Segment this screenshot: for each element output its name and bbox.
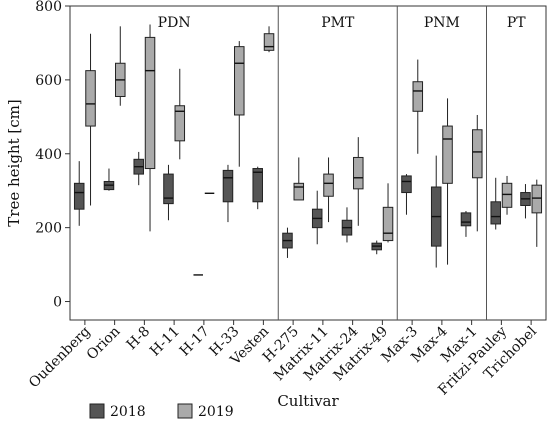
- box-2018-Trichobel: [520, 184, 531, 219]
- box-2019-H-8: [144, 24, 156, 232]
- y-axis-title: Tree height [cm]: [5, 99, 23, 226]
- box-body: [323, 173, 334, 197]
- legend-swatch: [177, 403, 193, 419]
- box-2018-H-275: [282, 227, 293, 258]
- box-2019-Oudenberg: [85, 33, 96, 206]
- box-2019-Matrix-24: [353, 137, 364, 226]
- box-2018-H-33: [222, 164, 234, 223]
- box-2019-Matrix-49: [382, 183, 394, 243]
- box-2019-Max-1: [472, 114, 483, 232]
- box-2019-Max-3: [412, 59, 424, 154]
- box-2018-Vesten: [252, 166, 263, 210]
- box-body: [490, 201, 501, 225]
- box-2019-Matrix-11: [323, 157, 334, 223]
- box-2019-H-11: [174, 68, 186, 160]
- box-2018-Max-1: [460, 211, 472, 237]
- panel-label: PT: [507, 15, 526, 31]
- box-body: [353, 156, 364, 190]
- box-body: [144, 36, 156, 170]
- panel-label: PNM: [424, 15, 460, 31]
- box-body: [442, 125, 453, 184]
- box-body: [73, 182, 85, 210]
- box-2018-Matrix-49: [371, 240, 382, 255]
- box-2019-H-275: [293, 157, 305, 201]
- box-2018-Max-3: [401, 174, 412, 215]
- x-tick-label: Orion: [84, 324, 124, 364]
- box-2019-Max-4: [442, 98, 453, 265]
- box-body: [163, 173, 174, 205]
- x-tick-label: Oudenberg: [26, 323, 94, 391]
- box-2019-H-33: [234, 41, 245, 167]
- box-body: [293, 182, 305, 201]
- legend-label: 2019: [198, 404, 234, 420]
- panel-label: PDN: [158, 15, 191, 31]
- box-body: [460, 212, 472, 227]
- box-2018-Matrix-24: [341, 207, 353, 243]
- box-body: [85, 70, 96, 127]
- y-tick-label: 400: [35, 147, 62, 163]
- box-body: [412, 81, 424, 112]
- box-2019-Fritzi-Pauley: [501, 175, 513, 215]
- box-body: [531, 184, 543, 214]
- panel-label: PMT: [321, 15, 355, 31]
- legend-swatch: [89, 403, 105, 419]
- box-body: [234, 46, 245, 116]
- box-body: [174, 105, 186, 142]
- x-axis-title: Cultivar: [277, 392, 339, 410]
- box-body: [472, 129, 483, 179]
- box-2018-Max-4: [430, 155, 442, 268]
- box-2018-Matrix-11: [311, 190, 323, 245]
- box-body: [252, 168, 263, 203]
- legend-label: 2018: [110, 404, 146, 420]
- y-tick-label: 200: [35, 221, 62, 237]
- x-tick-label: H-17: [177, 324, 213, 360]
- box-2019-Vesten: [263, 26, 275, 53]
- plot-frame: [69, 5, 547, 321]
- y-tick-label: 600: [35, 73, 62, 89]
- box-body: [401, 175, 412, 194]
- box-body: [263, 33, 275, 51]
- y-tick-label: 800: [35, 0, 62, 15]
- x-tick-label: H-11: [147, 324, 183, 360]
- box-2019-Trichobel: [531, 179, 543, 247]
- box-2018-H-11: [163, 164, 174, 221]
- box-2019-Orion: [115, 26, 126, 106]
- box-body: [501, 182, 513, 208]
- box-body: [382, 206, 394, 242]
- box-body: [222, 169, 234, 203]
- y-tick-label: 0: [53, 295, 62, 311]
- box-2018-H-8: [133, 151, 144, 186]
- box-2018-Fritzi-Pauley: [490, 177, 501, 230]
- box-2018-Oudenberg: [73, 161, 85, 226]
- box-2018-Orion: [103, 168, 115, 191]
